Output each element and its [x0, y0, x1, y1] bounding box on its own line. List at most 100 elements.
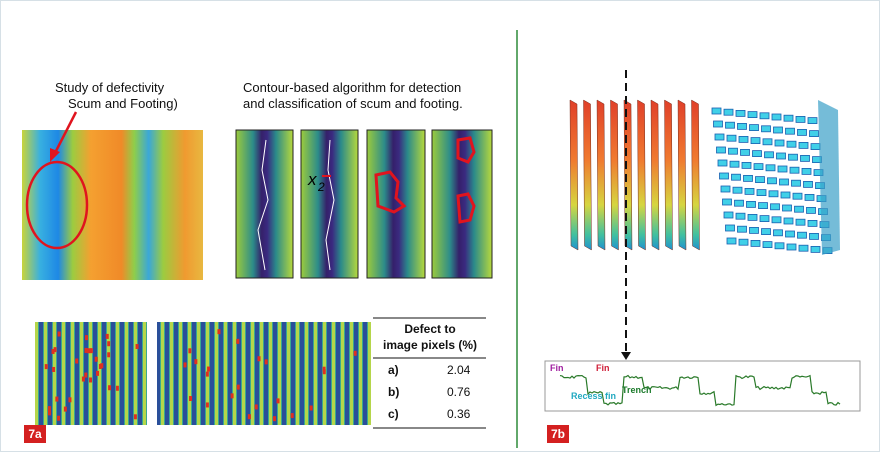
- cube: [745, 188, 754, 194]
- defect-speck: [54, 347, 57, 352]
- defect-speck: [273, 416, 276, 421]
- fin: [678, 100, 686, 250]
- cube: [760, 113, 769, 119]
- defect-speck: [89, 377, 92, 382]
- cube: [808, 220, 817, 226]
- defect-speck: [258, 356, 261, 361]
- defect-speck: [236, 339, 239, 344]
- fin: [665, 100, 673, 250]
- cube: [778, 166, 787, 172]
- cube: [787, 141, 796, 147]
- defect-speck: [231, 393, 234, 398]
- cube: [804, 181, 813, 187]
- defect-speck: [85, 335, 88, 340]
- cube: [787, 244, 796, 250]
- cube: [795, 206, 804, 212]
- row-label: b): [388, 385, 399, 399]
- cube: [772, 217, 781, 223]
- defect-speck: [95, 357, 98, 362]
- cube: [753, 151, 762, 157]
- cube: [757, 190, 766, 196]
- cube: [751, 138, 760, 144]
- cube: [736, 213, 745, 219]
- cube: [793, 193, 802, 199]
- cube: [748, 112, 757, 118]
- cube: [798, 232, 807, 238]
- cube: [802, 168, 811, 174]
- height-map: [22, 130, 203, 280]
- cube: [730, 161, 739, 167]
- panel-label: 7b: [551, 427, 565, 441]
- defect-speck: [96, 371, 99, 376]
- cube: [760, 216, 769, 222]
- defect-speck: [68, 397, 71, 402]
- defect-speck: [107, 352, 110, 357]
- defect-speck: [277, 398, 280, 403]
- fin: [692, 100, 700, 250]
- cube: [766, 165, 775, 171]
- cube: [738, 123, 747, 129]
- cube: [799, 245, 808, 251]
- cube: [774, 230, 783, 236]
- defect-speck: [184, 362, 187, 367]
- cube: [739, 239, 748, 245]
- cube: [772, 114, 781, 120]
- defect-speck: [136, 344, 139, 349]
- cube: [726, 225, 735, 231]
- fin: [597, 100, 605, 250]
- x-subscript: 2: [317, 180, 325, 194]
- cube: [781, 192, 790, 198]
- defect-speck: [48, 406, 51, 411]
- profile-label: Trench: [622, 385, 652, 395]
- cube: [762, 229, 771, 235]
- contour-panel: [367, 130, 425, 278]
- cube: [747, 201, 756, 207]
- fin: [651, 100, 659, 250]
- defect-speck: [189, 396, 192, 401]
- cube: [775, 140, 784, 146]
- defect-speck: [75, 359, 78, 364]
- cube: [729, 148, 738, 154]
- defect-speck: [134, 414, 137, 419]
- cube: [777, 153, 786, 159]
- defect-speck: [48, 410, 51, 415]
- defect-speck: [87, 348, 90, 353]
- cube: [780, 179, 789, 185]
- defect-speck: [188, 348, 191, 353]
- cube: [718, 160, 727, 166]
- cube: [742, 162, 751, 168]
- cube: [771, 204, 780, 210]
- cube: [735, 200, 744, 206]
- contour-panel: [432, 130, 492, 278]
- defect-speck: [323, 369, 326, 374]
- cube: [798, 129, 807, 135]
- cube: [712, 108, 721, 114]
- defect-speck: [248, 414, 251, 419]
- defect-speck: [237, 385, 240, 390]
- cube: [811, 246, 820, 252]
- defect-speck: [57, 416, 60, 421]
- cube: [744, 175, 753, 181]
- cube: [733, 187, 742, 193]
- study-title: Scum and Footing): [68, 96, 178, 111]
- stripe-image: [35, 322, 147, 425]
- panel-label: 7a: [28, 427, 42, 441]
- cube: [750, 227, 759, 233]
- fin: [570, 100, 578, 250]
- cube: [723, 199, 732, 205]
- cube: [774, 127, 783, 133]
- cube: [792, 180, 801, 186]
- defect-speck: [207, 367, 210, 372]
- table-header: image pixels (%): [383, 338, 477, 352]
- cube: [789, 154, 798, 160]
- cube: [769, 191, 778, 197]
- cube: [756, 177, 765, 183]
- study-title: Study of defectivity: [55, 80, 165, 95]
- cube: [727, 135, 736, 141]
- cube: [810, 233, 819, 239]
- cube: [808, 118, 817, 124]
- cell: 0.36: [447, 407, 471, 421]
- x-label: x: [307, 170, 317, 189]
- cube: [801, 155, 810, 161]
- cube: [717, 147, 726, 153]
